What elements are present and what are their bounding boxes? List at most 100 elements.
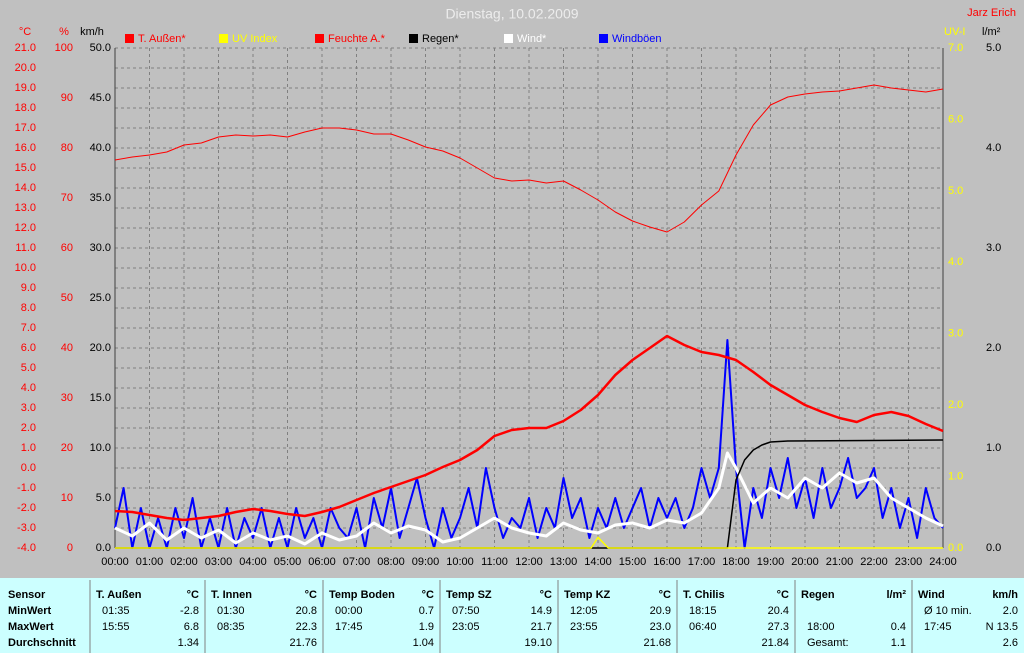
table-cell: 01:30 [217, 605, 245, 617]
table-cell: 23:05 [452, 621, 480, 633]
y-tick-label: 6.0 [948, 113, 963, 125]
table-cell: 22.3 [296, 621, 317, 633]
y-tick-label: 60 [61, 242, 73, 254]
y-tick-label: 18.0 [15, 102, 36, 114]
column-name: Temp SZ [446, 589, 492, 601]
y-tick-label: 35.0 [90, 192, 111, 204]
table-cell: 0.7 [419, 605, 434, 617]
table-cell: 0.4 [891, 621, 906, 633]
y-tick-label: 40 [61, 342, 73, 354]
table-cell: 23.0 [650, 621, 671, 633]
table-cell: 18:00 [807, 621, 835, 633]
y-tick-label: 0.0 [96, 542, 111, 554]
y-tick-label: 1.0 [21, 442, 36, 454]
y-tick-label: 3.0 [21, 402, 36, 414]
y-tick-label: 8.0 [21, 302, 36, 314]
column-unit: l/m² [886, 589, 906, 601]
y-tick-label: 45.0 [90, 92, 111, 104]
y-tick-label: 30.0 [90, 242, 111, 254]
y-tick-label: 15.0 [90, 392, 111, 404]
series-line [114, 451, 944, 546]
y-tick-label: 16.0 [15, 142, 36, 154]
table-cell: Gesamt: [807, 637, 849, 649]
table-cell: 17:45 [335, 621, 363, 633]
legend-label: Wind* [517, 33, 547, 45]
table-cell: 08:35 [217, 621, 245, 633]
table-header: Sensor [8, 589, 46, 601]
y-tick-label: 13.0 [15, 202, 36, 214]
x-tick-label: 12:00 [515, 556, 543, 568]
x-tick-label: 10:00 [446, 556, 474, 568]
x-tick-label: 13:00 [550, 556, 578, 568]
table-cell: 01:35 [102, 605, 130, 617]
y-tick-label: 0.0 [21, 462, 36, 474]
y-tick-label: 100 [55, 42, 73, 54]
table-cell: 21.68 [643, 637, 671, 649]
column-unit: °C [777, 589, 789, 601]
y-tick-label: 20.0 [15, 62, 36, 74]
y-tick-label: 25.0 [90, 292, 111, 304]
axis-unit: km/h [80, 26, 104, 38]
y-tick-label: 10 [61, 492, 73, 504]
x-tick-label: 21:00 [826, 556, 854, 568]
table-cell: 1.04 [413, 637, 434, 649]
column-unit: km/h [992, 589, 1018, 601]
series-line [114, 84, 944, 233]
table-cell: 18:15 [689, 605, 717, 617]
x-tick-label: 11:00 [481, 556, 508, 568]
row-label: Durchschnitt [8, 637, 76, 649]
table-cell: 23:55 [570, 621, 598, 633]
y-tick-label: 11.0 [15, 242, 36, 254]
y-tick-label: 4.0 [948, 256, 963, 268]
legend-label: Regen* [422, 33, 459, 45]
x-tick-label: 16:00 [653, 556, 681, 568]
table-cell: 15:55 [102, 621, 130, 633]
legend-swatch [409, 34, 418, 43]
x-tick-label: 02:00 [170, 556, 198, 568]
column-unit: °C [187, 589, 199, 601]
y-tick-label: 7.0 [948, 42, 963, 54]
stats-table [0, 578, 1024, 653]
table-cell: -2.8 [180, 605, 199, 617]
table-cell: 17:45 [924, 621, 952, 633]
table-cell: 07:50 [452, 605, 480, 617]
column-unit: °C [305, 589, 317, 601]
x-tick-label: 08:00 [377, 556, 405, 568]
table-cell: 20.4 [768, 605, 789, 617]
y-tick-label: 15.0 [15, 162, 36, 174]
x-tick-label: 15:00 [619, 556, 647, 568]
chart-title: Dienstag, 10.02.2009 [445, 6, 578, 22]
y-tick-label: 6.0 [21, 342, 36, 354]
column-unit: °C [540, 589, 552, 601]
axis-unit: °C [19, 26, 31, 38]
column-name: Temp KZ [564, 589, 611, 601]
table-cell: 2.0 [1003, 605, 1018, 617]
y-tick-label: 80 [61, 142, 73, 154]
y-tick-label: 19.0 [15, 82, 36, 94]
legend-swatch [315, 34, 324, 43]
y-tick-label: 17.0 [15, 122, 36, 134]
column-name: T. Innen [211, 589, 252, 601]
y-tick-label: 14.0 [15, 182, 36, 194]
table-cell: 00:00 [335, 605, 363, 617]
legend-swatch [599, 34, 608, 43]
table-cell: 21.7 [531, 621, 552, 633]
y-tick-label: 5.0 [21, 362, 36, 374]
legend-swatch [125, 34, 134, 43]
y-tick-label: -3.0 [17, 522, 36, 534]
y-tick-label: -2.0 [17, 502, 36, 514]
table-cell: 1.9 [419, 621, 434, 633]
y-tick-label: 3.0 [986, 242, 1001, 254]
table-cell: 20.8 [296, 605, 317, 617]
x-tick-label: 19:00 [757, 556, 785, 568]
y-tick-label: 10.0 [15, 262, 36, 274]
y-tick-label: 20 [61, 442, 73, 454]
y-tick-label: 4.0 [986, 142, 1001, 154]
author: Jarz Erich [967, 7, 1016, 19]
y-tick-label: 3.0 [948, 328, 963, 340]
y-tick-label: -1.0 [17, 482, 36, 494]
x-tick-label: 20:00 [791, 556, 819, 568]
row-label: MaxWert [8, 621, 54, 633]
y-tick-label: 50 [61, 292, 73, 304]
